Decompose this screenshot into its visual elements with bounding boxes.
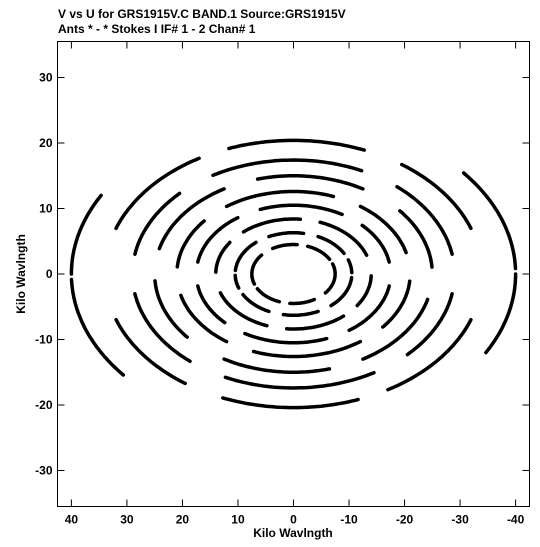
uv-track-conjugate <box>255 286 282 304</box>
uv-track <box>175 219 206 269</box>
uv-track <box>157 187 226 251</box>
uv-track <box>398 209 434 269</box>
uv-track <box>305 244 332 262</box>
y-tick-label: 10 <box>39 202 53 216</box>
uv-track <box>227 138 366 152</box>
uv-track <box>214 240 232 274</box>
y-tick-label: -10 <box>35 332 53 346</box>
y-tick-label: 20 <box>39 136 53 150</box>
uv-track-conjugate <box>355 274 373 308</box>
uv-track-conjugate <box>114 317 187 386</box>
uv-track-conjugate <box>179 293 229 344</box>
uv-track-conjugate <box>281 309 320 318</box>
uv-track <box>346 258 354 275</box>
plot-frame <box>57 41 530 507</box>
axis-ticks: 40 30 20 10 0 -10 -20 -30 -40 30 20 10 0 -10 -20 -30 <box>35 41 530 527</box>
y-tick-label: -20 <box>35 398 53 412</box>
x-tick-label: 10 <box>231 513 245 527</box>
uv-track <box>196 215 240 264</box>
uv-track <box>316 234 346 256</box>
uv-track-conjugate <box>329 275 354 308</box>
uv-track-conjugate <box>405 292 454 357</box>
x-tick-label: -20 <box>396 513 414 527</box>
uv-track <box>318 220 369 257</box>
x-tick-label: 20 <box>176 513 190 527</box>
uv-track <box>233 240 258 273</box>
y-tick-label: 0 <box>46 267 53 281</box>
x-tick-label: 40 <box>65 513 79 527</box>
uv-track <box>461 171 518 271</box>
uv-track-conjugate <box>222 357 332 374</box>
uv-tracks <box>69 138 518 410</box>
uv-track <box>250 253 264 276</box>
uv-track <box>395 184 454 256</box>
uv-track-conjugate <box>223 370 376 390</box>
uv-track-conjugate <box>288 297 317 306</box>
uv-track <box>241 217 303 234</box>
x-tick-label: -10 <box>340 513 358 527</box>
header-line-1: V vs U for GRS1915V.C BAND.1 Source:GRS1… <box>58 7 346 21</box>
y-tick-label: 30 <box>39 71 53 85</box>
uv-track <box>258 203 344 217</box>
uv-track <box>211 158 364 178</box>
uv-track-conjugate <box>361 297 430 361</box>
uv-track <box>400 162 473 231</box>
uv-track <box>360 223 391 264</box>
uv-track <box>330 262 337 275</box>
uv-track <box>267 230 306 239</box>
uv-track-conjugate <box>251 339 363 359</box>
header-line-2: Ants * - * Stokes I IF# 1 - 2 Chan# 1 <box>58 22 256 36</box>
uv-track-conjugate <box>221 396 360 410</box>
x-tick-label: -40 <box>507 513 525 527</box>
uv-track-conjugate <box>250 273 257 286</box>
x-axis-label: Kilo Wavlngth <box>253 526 333 540</box>
uv-track-conjugate <box>133 292 192 364</box>
uv-track-conjugate <box>347 284 391 333</box>
x-tick-label: -30 <box>451 513 469 527</box>
x-tick-label: 30 <box>120 513 134 527</box>
uv-track-conjugate <box>69 277 126 377</box>
uv-track <box>133 191 182 256</box>
uv-track-conjugate <box>241 292 271 314</box>
uv-track-conjugate <box>386 317 473 392</box>
uv-track-conjugate <box>484 272 518 355</box>
x-tick-label: 0 <box>290 513 297 527</box>
uv-track-conjugate <box>284 314 346 331</box>
uv-track-conjugate <box>218 291 269 328</box>
uv-track <box>270 242 299 251</box>
uv-track-conjugate <box>323 272 337 295</box>
uv-track-conjugate <box>153 279 189 339</box>
y-tick-label: -30 <box>35 463 53 477</box>
uv-track-conjugate <box>243 331 329 345</box>
uv-track-conjugate <box>381 279 412 329</box>
uv-track-conjugate <box>233 273 241 290</box>
y-axis-label: Kilo Wavlngth <box>14 234 28 314</box>
uv-track <box>358 204 408 255</box>
uv-track <box>114 156 201 231</box>
uv-track-conjugate <box>196 284 227 325</box>
uv-track <box>255 174 365 191</box>
uv-track <box>69 193 103 276</box>
uv-track <box>224 189 336 209</box>
